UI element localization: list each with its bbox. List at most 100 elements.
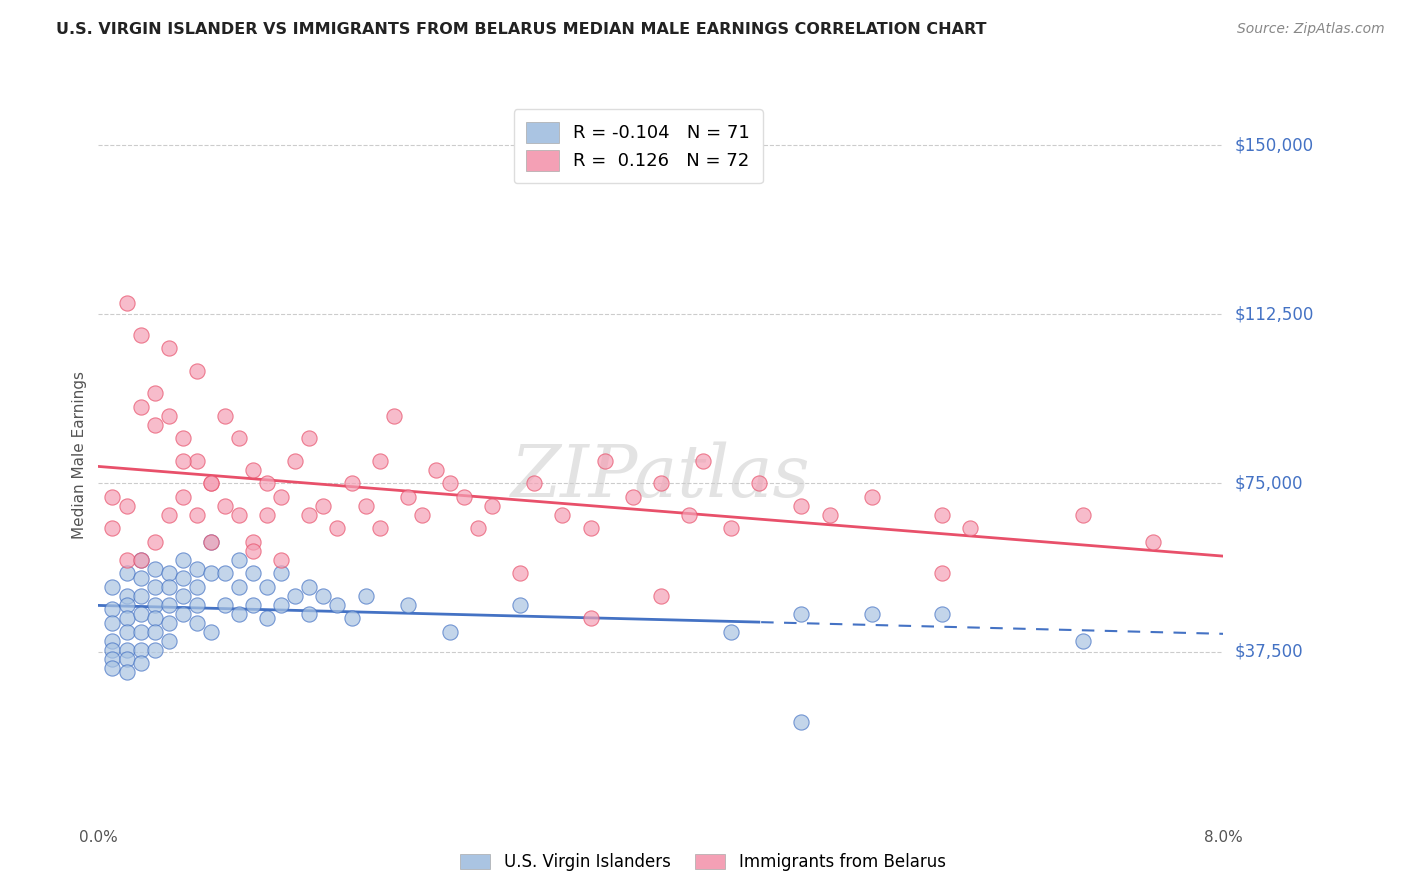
- Point: [298, 580, 321, 594]
- Point: [650, 476, 672, 491]
- Point: [101, 490, 124, 504]
- Point: [354, 499, 377, 513]
- Point: [593, 453, 616, 467]
- Point: [157, 615, 180, 630]
- Point: [143, 580, 166, 594]
- Point: [157, 341, 180, 355]
- Point: [453, 490, 475, 504]
- Point: [214, 598, 236, 612]
- Point: [678, 508, 700, 522]
- Point: [157, 598, 180, 612]
- Point: [242, 598, 264, 612]
- Legend: R = -0.104   N = 71, R =  0.126   N = 72: R = -0.104 N = 71, R = 0.126 N = 72: [513, 109, 763, 184]
- Point: [411, 508, 433, 522]
- Point: [172, 589, 194, 603]
- Point: [143, 611, 166, 625]
- Point: [790, 499, 813, 513]
- Point: [172, 571, 194, 585]
- Point: [115, 642, 138, 657]
- Point: [284, 589, 307, 603]
- Text: $75,000: $75,000: [1234, 474, 1303, 492]
- Point: [931, 508, 953, 522]
- Point: [101, 633, 124, 648]
- Point: [115, 589, 138, 603]
- Point: [326, 598, 349, 612]
- Point: [101, 642, 124, 657]
- Point: [931, 566, 953, 580]
- Point: [439, 476, 461, 491]
- Point: [186, 615, 208, 630]
- Point: [186, 453, 208, 467]
- Point: [172, 431, 194, 445]
- Point: [256, 508, 278, 522]
- Text: ZIPatlas: ZIPatlas: [510, 442, 811, 512]
- Point: [186, 561, 208, 575]
- Point: [200, 534, 222, 549]
- Point: [172, 552, 194, 566]
- Point: [1071, 633, 1094, 648]
- Point: [1071, 508, 1094, 522]
- Point: [172, 490, 194, 504]
- Point: [481, 499, 503, 513]
- Point: [284, 453, 307, 467]
- Point: [129, 607, 152, 621]
- Point: [129, 400, 152, 414]
- Point: [368, 453, 391, 467]
- Point: [143, 386, 166, 401]
- Point: [129, 552, 152, 566]
- Point: [186, 508, 208, 522]
- Point: [143, 534, 166, 549]
- Point: [115, 552, 138, 566]
- Point: [242, 566, 264, 580]
- Text: U.S. VIRGIN ISLANDER VS IMMIGRANTS FROM BELARUS MEDIAN MALE EARNINGS CORRELATION: U.S. VIRGIN ISLANDER VS IMMIGRANTS FROM …: [56, 22, 987, 37]
- Point: [228, 552, 250, 566]
- Text: $112,500: $112,500: [1234, 305, 1313, 323]
- Point: [115, 651, 138, 665]
- Point: [157, 580, 180, 594]
- Point: [270, 552, 292, 566]
- Point: [115, 665, 138, 679]
- Point: [467, 521, 489, 535]
- Point: [115, 598, 138, 612]
- Point: [523, 476, 546, 491]
- Point: [101, 615, 124, 630]
- Point: [270, 598, 292, 612]
- Point: [242, 462, 264, 476]
- Point: [200, 624, 222, 639]
- Point: [256, 611, 278, 625]
- Point: [129, 552, 152, 566]
- Point: [396, 598, 419, 612]
- Point: [214, 409, 236, 423]
- Point: [200, 566, 222, 580]
- Point: [692, 453, 714, 467]
- Point: [860, 490, 883, 504]
- Point: [172, 453, 194, 467]
- Point: [340, 611, 363, 625]
- Point: [200, 476, 222, 491]
- Point: [129, 642, 152, 657]
- Point: [157, 409, 180, 423]
- Point: [326, 521, 349, 535]
- Point: [143, 642, 166, 657]
- Point: [959, 521, 981, 535]
- Point: [228, 431, 250, 445]
- Point: [298, 508, 321, 522]
- Point: [242, 534, 264, 549]
- Point: [340, 476, 363, 491]
- Point: [129, 656, 152, 670]
- Point: [143, 417, 166, 432]
- Point: [368, 521, 391, 535]
- Point: [115, 499, 138, 513]
- Point: [270, 490, 292, 504]
- Point: [509, 566, 531, 580]
- Point: [101, 660, 124, 674]
- Point: [270, 566, 292, 580]
- Point: [115, 566, 138, 580]
- Point: [186, 363, 208, 377]
- Point: [312, 499, 335, 513]
- Text: $150,000: $150,000: [1234, 136, 1313, 154]
- Point: [790, 607, 813, 621]
- Point: [129, 589, 152, 603]
- Point: [439, 624, 461, 639]
- Point: [143, 624, 166, 639]
